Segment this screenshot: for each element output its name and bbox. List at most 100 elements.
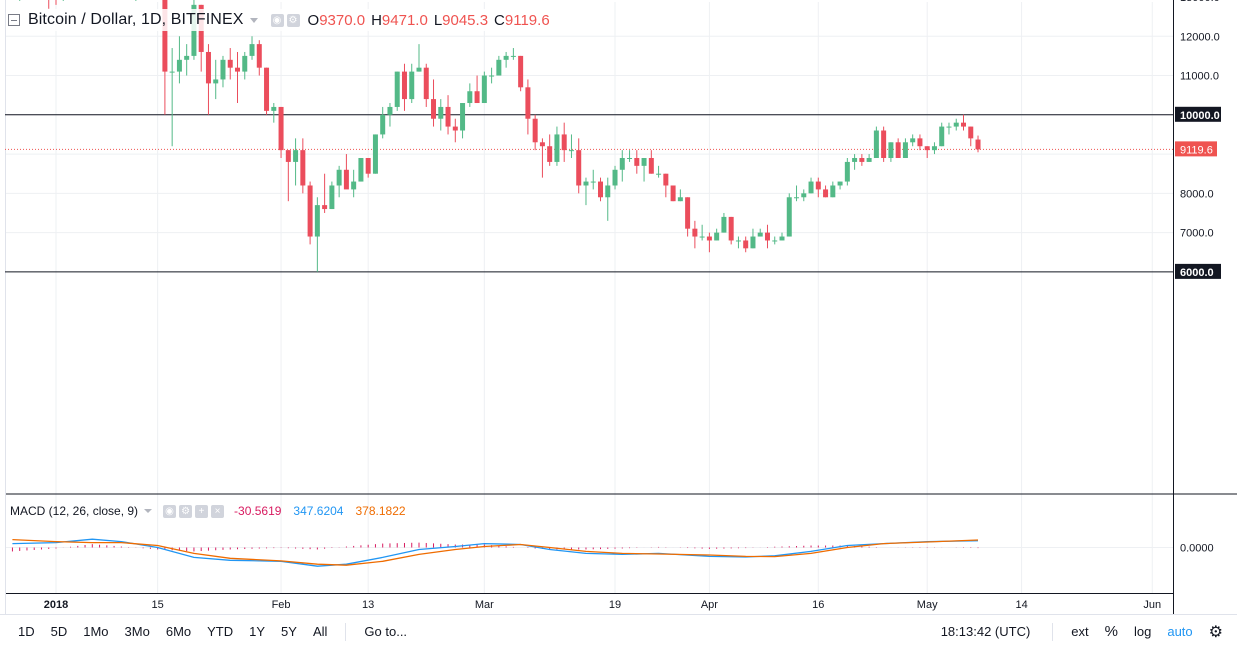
candle (409, 63, 415, 104)
candle-body (699, 236, 705, 238)
range-1mo[interactable]: 1Mo (83, 624, 109, 639)
candle-body (394, 71, 400, 107)
candle-body (685, 197, 691, 229)
candle-body (445, 106, 451, 127)
candle-body (568, 150, 574, 152)
candle-body (917, 138, 923, 147)
candle (431, 79, 437, 127)
close-label: C (494, 11, 505, 29)
range-5d[interactable]: 5D (50, 624, 68, 639)
candle-body (372, 134, 378, 174)
candle-body (801, 193, 807, 198)
candle-body (968, 126, 974, 139)
log-toggle[interactable]: log (1133, 624, 1152, 639)
candle-body (264, 67, 270, 111)
gear-icon[interactable]: ⚙ (286, 13, 300, 27)
candle (518, 55, 524, 92)
chart-header: Bitcoin / Dollar, 1D, BITFINEX ◉ ⚙ O 9370… (8, 9, 556, 31)
candle-body (271, 106, 277, 111)
time-tick-label: May (917, 599, 938, 611)
candle (176, 36, 182, 84)
ext-toggle[interactable]: ext (1071, 624, 1089, 639)
candle (859, 154, 865, 166)
open-label: O (307, 11, 320, 29)
range-ytd[interactable]: YTD (207, 624, 234, 639)
candle (881, 126, 887, 162)
range-1y[interactable]: 1Y (249, 624, 266, 639)
range-6mo[interactable]: 6Mo (165, 624, 192, 639)
candle-body (489, 75, 495, 77)
candle-body (844, 161, 850, 182)
candle-body (946, 126, 952, 128)
price-tick-label: 11000.0 (1180, 71, 1219, 83)
symbol-title[interactable]: Bitcoin / Dollar, 1D, BITFINEX (28, 11, 244, 28)
candle (801, 189, 807, 202)
candle (489, 67, 495, 84)
candle (416, 44, 422, 72)
gear-icon[interactable]: ⚙ (1208, 623, 1223, 641)
candle-body (314, 205, 320, 237)
candle (394, 71, 400, 111)
candle-body (706, 236, 712, 241)
candle-body (772, 240, 778, 242)
candle (496, 55, 502, 76)
auto-toggle[interactable]: auto (1167, 624, 1193, 639)
candle-body (503, 55, 509, 60)
eye-icon[interactable]: ◉ (163, 504, 177, 518)
candle-body (641, 157, 647, 166)
candle (924, 146, 930, 158)
candle-body (598, 181, 603, 198)
candle (634, 150, 640, 174)
candle-body (757, 232, 763, 237)
plus-icon[interactable]: + (195, 504, 209, 518)
percent-toggle[interactable]: % (1104, 623, 1118, 640)
goto-button[interactable]: Go to... (364, 624, 408, 639)
candle-body (285, 150, 291, 162)
candle-body (910, 138, 916, 143)
candle-body (735, 240, 741, 242)
candle (365, 157, 371, 178)
level-label-box (1175, 263, 1221, 279)
range-3mo[interactable]: 3Mo (124, 624, 150, 639)
candle-body (605, 185, 611, 198)
candle-body (815, 181, 821, 190)
candle-body (423, 67, 429, 100)
candle (481, 71, 487, 104)
time-tick-label: 16 (812, 599, 824, 611)
candle-body (467, 91, 473, 104)
candle-body (808, 181, 814, 194)
candle-body (401, 71, 407, 100)
candle-body (481, 75, 487, 104)
candle-body (953, 122, 959, 127)
chevron-down-icon[interactable] (144, 509, 153, 513)
candle (525, 79, 531, 135)
range-5y[interactable]: 5Y (281, 624, 297, 639)
candle (314, 197, 320, 272)
collapse-icon[interactable] (8, 14, 20, 26)
candle (757, 228, 763, 237)
candle-body (554, 134, 560, 162)
range-1d[interactable]: 1D (18, 624, 35, 639)
macd-title[interactable]: MACD (12, 26, close, 9) (10, 504, 139, 518)
close-icon[interactable]: × (211, 504, 225, 518)
chevron-down-icon[interactable] (249, 17, 258, 23)
candle (808, 177, 814, 194)
candle-body (764, 232, 770, 241)
candle-body (656, 173, 662, 175)
price-tick-label: 13000.0 (1180, 0, 1220, 4)
candle-body (590, 181, 596, 183)
gear-icon[interactable]: ⚙ (179, 504, 193, 518)
range-all[interactable]: All (312, 624, 328, 639)
candle-body (205, 51, 211, 84)
candle-body (358, 157, 364, 182)
candle (55, 0, 57, 5)
candle-body (322, 205, 328, 210)
eye-icon[interactable]: ◉ (270, 13, 284, 27)
candle-body (227, 59, 233, 68)
macd-series-macd (12, 538, 979, 567)
candle (779, 232, 785, 241)
candle (735, 236, 741, 249)
candle (641, 157, 647, 182)
time-tick-label: 19 (609, 599, 621, 611)
